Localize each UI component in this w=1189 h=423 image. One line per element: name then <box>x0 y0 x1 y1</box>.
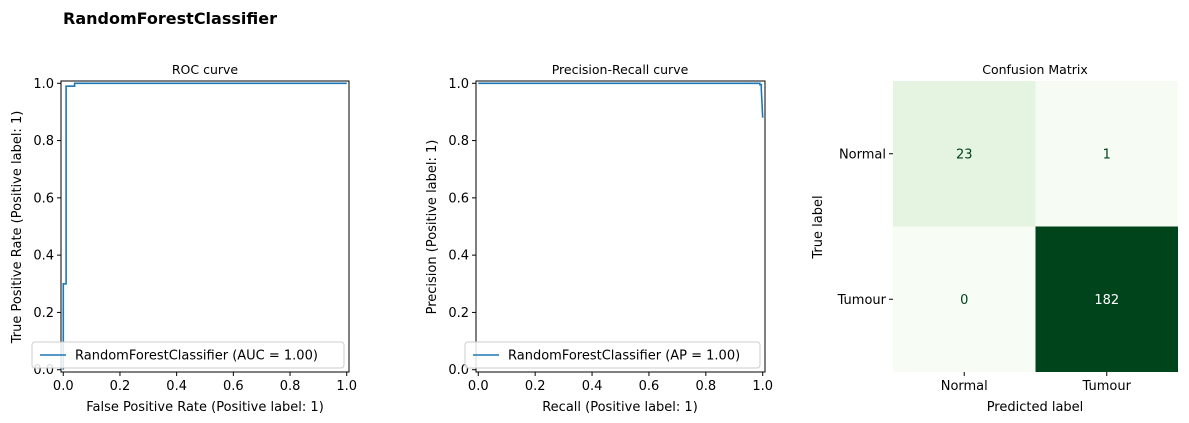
roc-xlabel: False Positive Rate (Positive label: 1) <box>86 400 324 415</box>
pr-xtick-label: 0.8 <box>695 379 716 394</box>
roc-xtick-label: 0.4 <box>166 379 187 394</box>
roc-xtick-label: 0.2 <box>110 379 131 394</box>
pr-xtick-label: 0.0 <box>468 379 489 394</box>
cm-cell <box>893 226 1036 372</box>
pr-legend-box <box>464 341 761 369</box>
roc-ytick-label: 0.6 <box>33 191 54 206</box>
roc-ytick-label: 0.8 <box>33 134 54 149</box>
cm-cell-value: 182 <box>1094 293 1119 308</box>
pr-title: Precision-Recall curve <box>552 62 689 77</box>
pr-ylabel: Precision (Positive label: 1) <box>425 140 440 315</box>
pr-xtick-label: 1.0 <box>752 379 773 394</box>
roc-series-line <box>62 82 347 370</box>
roc-ytick-label: 0.4 <box>33 249 54 264</box>
roc-xtick-label: 0.0 <box>53 379 74 394</box>
cm-cell <box>893 81 1036 227</box>
cm-title: Confusion Matrix <box>982 62 1088 77</box>
cm-xtick-label: Normal <box>941 379 988 394</box>
roc-axes-frame <box>60 80 350 373</box>
cm-cell-value: 1 <box>1103 147 1111 162</box>
pr-ytick-label: 1.0 <box>448 77 469 92</box>
pr-legend-label: RandomForestClassifier (AP = 1.00) <box>508 349 740 364</box>
roc-legend-label: RandomForestClassifier (AUC = 1.00) <box>75 349 318 364</box>
pr-panel: Precision-Recall curve Recall (Positive … <box>425 62 773 415</box>
pr-xtick-label: 0.6 <box>639 379 660 394</box>
roc-panel: ROC curve False Positive Rate (Positive … <box>10 62 357 415</box>
pr-xtick-label: 0.4 <box>582 379 603 394</box>
pr-ytick-label: 0.0 <box>448 363 469 378</box>
pr-ytick-label: 0.2 <box>448 306 469 321</box>
roc-ytick-label: 1.0 <box>33 77 54 92</box>
cm-ytick-label: Tumour <box>837 293 887 308</box>
figure-title: RandomForestClassifier <box>63 9 277 28</box>
pr-ytick-label: 0.6 <box>448 191 469 206</box>
pr-ytick-label: 0.8 <box>448 134 469 149</box>
cm-cell-value: 23 <box>956 147 973 162</box>
pr-ytick-label: 0.4 <box>448 249 469 264</box>
pr-xtick-label: 0.2 <box>525 379 546 394</box>
pr-xlabel: Recall (Positive label: 1) <box>542 400 698 415</box>
pr-series-line <box>478 82 764 118</box>
cm-cell-value: 0 <box>960 293 968 308</box>
cm-ytick-label: Normal <box>839 147 886 162</box>
cm-cell <box>1035 226 1178 372</box>
roc-ylabel: True Positive Rate (Positive label: 1) <box>10 111 25 345</box>
roc-ytick-label: 0.2 <box>33 306 54 321</box>
roc-title: ROC curve <box>172 62 239 77</box>
roc-xtick-label: 0.8 <box>280 379 301 394</box>
cm-cell <box>1035 81 1178 227</box>
cm-xtick-label: Tumour <box>1082 379 1132 394</box>
cm-xlabel: Predicted label <box>987 400 1084 415</box>
cm-ylabel: True label <box>811 195 826 259</box>
pr-axes-frame <box>475 80 766 373</box>
roc-xtick-label: 0.6 <box>223 379 244 394</box>
confusion-matrix-panel: Confusion Matrix Predicted label True la… <box>811 62 1178 415</box>
roc-xtick-label: 1.0 <box>336 379 357 394</box>
roc-legend-box <box>31 341 345 369</box>
